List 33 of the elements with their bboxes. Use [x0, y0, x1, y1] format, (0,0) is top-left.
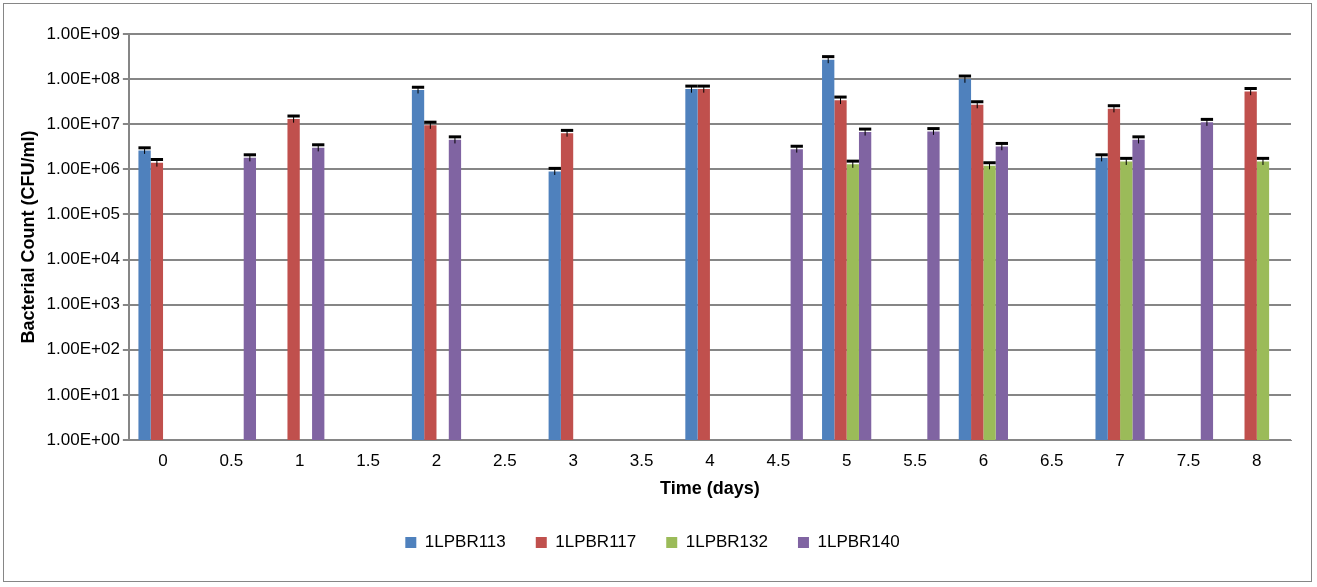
y-tick-label: 1.00E+09	[46, 23, 120, 43]
x-tick-label: 5.5	[903, 450, 927, 470]
x-tick-label: 7	[1115, 450, 1125, 470]
x-tick-label: 0.5	[219, 450, 244, 470]
y-tick-label: 1.00E+03	[46, 294, 120, 314]
x-tick-label: 3	[568, 450, 578, 470]
x-tick-label: 3.5	[629, 450, 654, 470]
x-tick-label: 7.5	[1176, 450, 1201, 470]
x-tick-label: 0	[158, 450, 168, 470]
y-tick-label: 1.00E+05	[46, 204, 120, 224]
y-tick-label: 1.00E+02	[46, 339, 120, 359]
x-tick-label: 2	[431, 450, 442, 470]
legend-label: 1LPBR117	[555, 532, 637, 552]
y-tick-label: 1.00E+07	[46, 113, 120, 133]
y-axis-title: Bacterial Count (CFU/ml)	[17, 130, 38, 344]
legend-label: 1LPBR132	[685, 532, 768, 552]
x-axis-title: Time (days)	[660, 478, 760, 499]
x-tick-label: 5	[841, 450, 852, 470]
x-tick-label: 8	[1252, 450, 1262, 470]
y-tick-label: 1.00E+08	[46, 68, 120, 88]
x-tick-label: 1.5	[356, 450, 380, 470]
y-tick-label: 1.00E+06	[46, 159, 120, 179]
y-tick-label: 1.00E+04	[46, 249, 120, 269]
x-tick-label: 2.5	[493, 450, 517, 470]
x-tick-label: 4	[705, 450, 715, 470]
y-tick-label: 1.00E+00	[46, 429, 120, 449]
legend-label: 1LPBR140	[817, 532, 900, 552]
x-tick-label: 1	[295, 450, 305, 470]
x-tick-label: 6	[978, 450, 989, 470]
x-tick-label: 4.5	[766, 450, 791, 470]
legend-label: 1LPBR113	[424, 532, 506, 552]
x-tick-label: 6.5	[1039, 450, 1064, 470]
y-tick-label: 1.00E+01	[46, 384, 120, 404]
